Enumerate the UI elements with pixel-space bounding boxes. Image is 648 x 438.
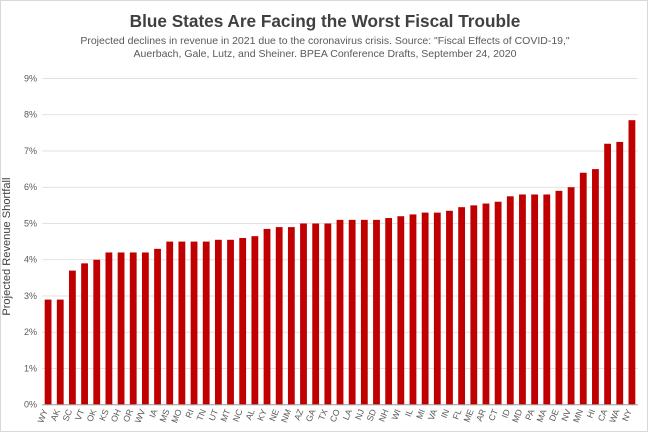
svg-text:MN: MN — [571, 408, 585, 424]
svg-text:Projected Revenue Shortfall: Projected Revenue Shortfall — [1, 178, 13, 316]
svg-text:4%: 4% — [24, 255, 37, 265]
svg-text:SD: SD — [365, 408, 379, 423]
svg-text:DE: DE — [547, 408, 561, 423]
svg-text:WV: WV — [133, 408, 148, 425]
svg-text:OH: OH — [109, 408, 123, 424]
svg-text:MA: MA — [534, 408, 548, 424]
svg-text:MT: MT — [218, 407, 232, 423]
svg-text:2%: 2% — [24, 327, 37, 337]
svg-text:GA: GA — [304, 408, 318, 424]
svg-text:WI: WI — [389, 408, 402, 422]
svg-text:CO: CO — [328, 407, 342, 423]
svg-text:NY: NY — [620, 408, 634, 423]
svg-text:WY: WY — [35, 408, 50, 425]
svg-text:1%: 1% — [24, 363, 37, 373]
svg-text:MD: MD — [510, 408, 524, 424]
svg-text:3%: 3% — [24, 291, 37, 301]
svg-text:LA: LA — [341, 408, 354, 422]
svg-text:AK: AK — [48, 408, 62, 423]
svg-text:9%: 9% — [24, 74, 37, 84]
svg-text:6%: 6% — [24, 182, 37, 192]
svg-text:0%: 0% — [24, 400, 37, 410]
svg-text:8%: 8% — [24, 110, 37, 120]
svg-text:AR: AR — [474, 408, 488, 423]
svg-text:7%: 7% — [24, 146, 37, 156]
svg-text:VA: VA — [426, 408, 439, 422]
svg-text:WA: WA — [607, 408, 621, 425]
svg-text:5%: 5% — [24, 218, 37, 228]
svg-text:MO: MO — [169, 407, 184, 424]
svg-text:ME: ME — [461, 408, 475, 424]
svg-text:NC: NC — [231, 408, 245, 423]
svg-text:CT: CT — [486, 407, 500, 422]
svg-text:NM: NM — [279, 408, 293, 424]
svg-text:SC: SC — [60, 408, 74, 423]
svg-text:TN: TN — [194, 408, 208, 422]
svg-text:OK: OK — [85, 408, 99, 424]
svg-text:NH: NH — [377, 408, 391, 423]
svg-text:KY: KY — [255, 408, 269, 423]
